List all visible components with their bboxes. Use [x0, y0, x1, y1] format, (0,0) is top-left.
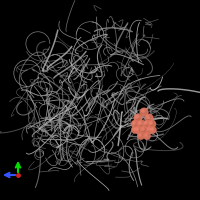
- Circle shape: [145, 114, 153, 122]
- Circle shape: [140, 108, 148, 116]
- Circle shape: [142, 128, 144, 130]
- Circle shape: [134, 127, 142, 134]
- Circle shape: [144, 120, 151, 128]
- Circle shape: [132, 120, 138, 128]
- Circle shape: [150, 122, 152, 124]
- Circle shape: [150, 127, 156, 133]
- Circle shape: [139, 122, 141, 124]
- Circle shape: [148, 120, 156, 128]
- Circle shape: [136, 116, 138, 118]
- Circle shape: [145, 122, 147, 124]
- Circle shape: [134, 114, 142, 122]
- Circle shape: [145, 134, 147, 136]
- Circle shape: [137, 120, 145, 128]
- Circle shape: [136, 128, 138, 130]
- Circle shape: [133, 128, 135, 130]
- Circle shape: [138, 133, 144, 139]
- Circle shape: [144, 133, 150, 139]
- Circle shape: [146, 127, 154, 134]
- Circle shape: [133, 122, 135, 124]
- Circle shape: [142, 110, 144, 112]
- Circle shape: [132, 127, 138, 133]
- Circle shape: [148, 128, 150, 130]
- Circle shape: [140, 127, 148, 134]
- Circle shape: [151, 128, 153, 130]
- Circle shape: [147, 116, 149, 118]
- Circle shape: [139, 134, 141, 136]
